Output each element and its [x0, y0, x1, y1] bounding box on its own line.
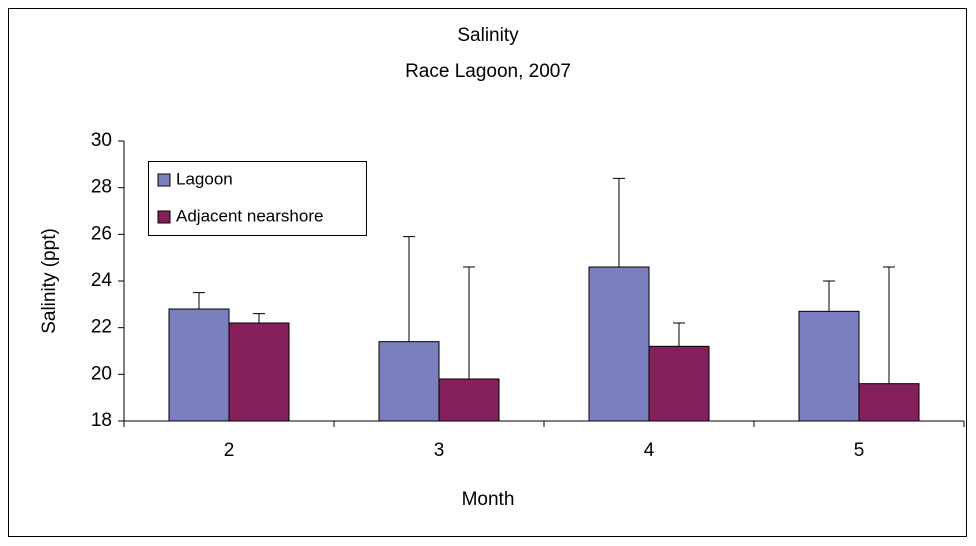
- y-axis-label: Salinity (ppt): [39, 228, 60, 334]
- legend-box: [148, 161, 367, 236]
- y-tick-label: 22: [91, 317, 112, 338]
- y-tick-label: 28: [91, 177, 112, 198]
- chart-subtitle: Race Lagoon, 2007: [405, 61, 571, 82]
- error-bar: [613, 177, 625, 267]
- bar: [798, 310, 860, 422]
- bar: [378, 341, 440, 422]
- y-tick-label: 18: [91, 410, 112, 431]
- bar: [648, 345, 710, 422]
- bar: [588, 266, 650, 422]
- legend-label: Lagoon: [176, 169, 233, 188]
- x-tick-label: 3: [434, 440, 445, 461]
- bar: [168, 308, 230, 422]
- bar: [228, 322, 290, 422]
- y-tick-label: 24: [91, 270, 113, 291]
- legend-swatch: [157, 210, 171, 224]
- bar: [438, 378, 500, 422]
- x-tick-label: 4: [644, 440, 655, 461]
- y-tick-label: 30: [91, 130, 112, 151]
- y-tick-label: 26: [91, 223, 112, 244]
- error-bar: [403, 236, 415, 342]
- bar: [858, 383, 920, 422]
- error-bar: [193, 292, 205, 309]
- x-axis-label: Month: [462, 489, 515, 510]
- chart-title: Salinity: [457, 25, 519, 46]
- error-bar: [883, 266, 895, 384]
- error-bar: [463, 266, 475, 379]
- legend-swatch: [157, 173, 171, 187]
- chart-frame: [8, 8, 967, 537]
- legend-label: Adjacent nearshore: [176, 206, 323, 225]
- x-tick-label: 5: [854, 440, 865, 461]
- error-bar: [673, 322, 685, 347]
- error-bar: [253, 313, 265, 323]
- x-tick-label: 2: [224, 440, 235, 461]
- y-tick-label: 20: [91, 363, 112, 384]
- error-bar: [823, 280, 835, 312]
